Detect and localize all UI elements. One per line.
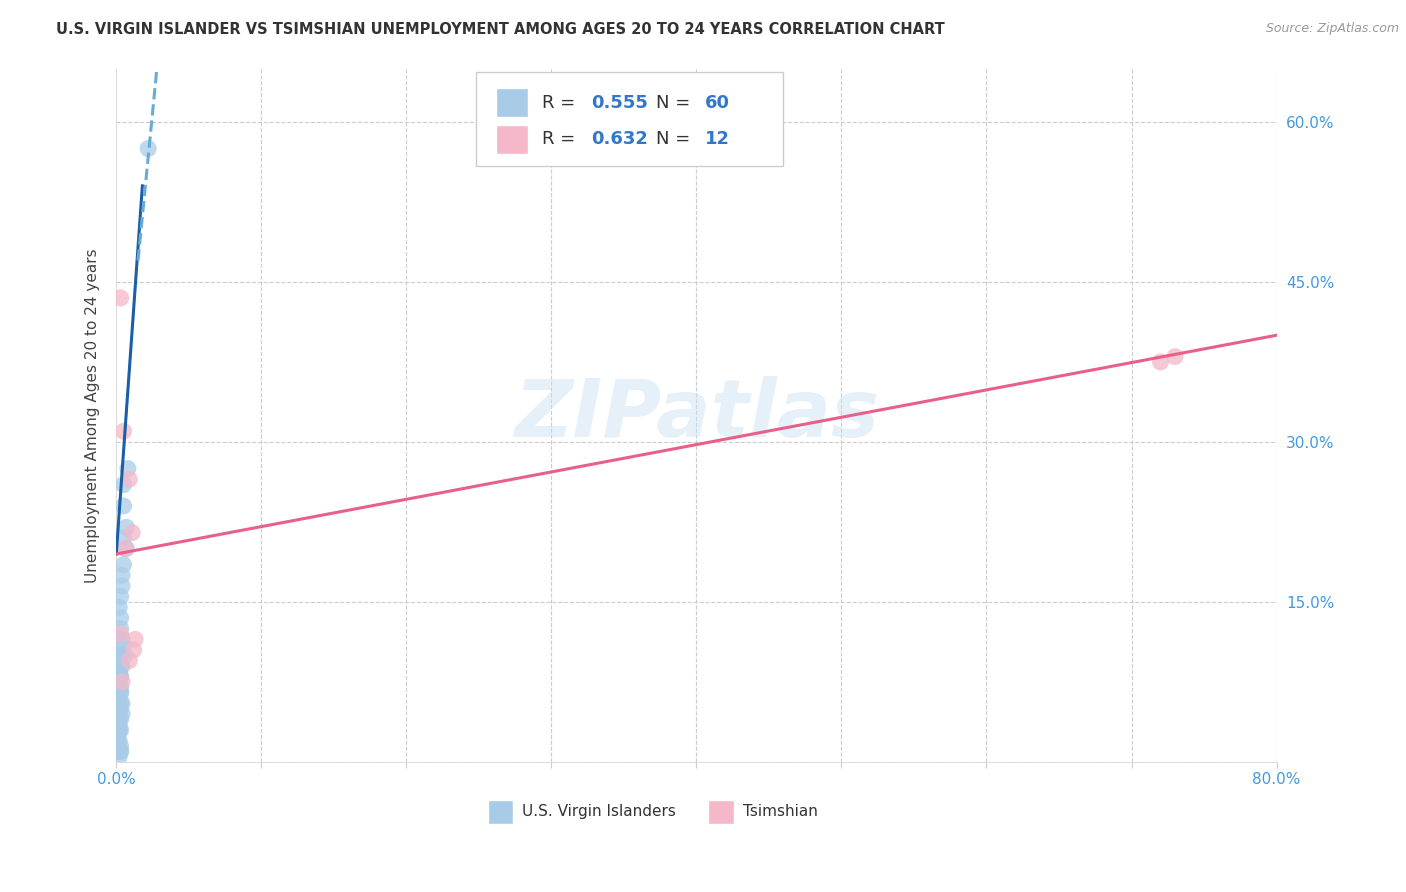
Point: [112, 477, 135, 491]
Point: [111, 568, 134, 582]
Point: [124, 632, 146, 647]
Point: [107, 712, 129, 726]
Point: [110, 696, 132, 710]
Point: [107, 691, 129, 706]
Point: [121, 525, 143, 540]
Point: [110, 670, 132, 684]
Point: [118, 472, 141, 486]
Point: [110, 659, 132, 673]
Point: [107, 744, 129, 758]
Point: [111, 706, 134, 721]
Point: [111, 659, 134, 673]
Point: [110, 291, 132, 305]
Point: [110, 648, 132, 663]
Text: ZIPatlas: ZIPatlas: [515, 376, 879, 454]
Point: [118, 654, 141, 668]
Point: [115, 541, 138, 556]
Point: [107, 659, 129, 673]
Point: [110, 590, 132, 604]
Text: 0.555: 0.555: [591, 94, 648, 112]
Point: [117, 461, 139, 475]
Point: [108, 691, 131, 706]
Point: [108, 681, 131, 695]
Point: [111, 579, 134, 593]
Point: [108, 712, 131, 726]
Point: [115, 520, 138, 534]
Point: [108, 600, 131, 615]
Text: U.S. VIRGIN ISLANDER VS TSIMSHIAN UNEMPLOYMENT AMONG AGES 20 TO 24 YEARS CORRELA: U.S. VIRGIN ISLANDER VS TSIMSHIAN UNEMPL…: [56, 22, 945, 37]
Point: [110, 611, 132, 625]
Point: [112, 558, 135, 572]
Point: [110, 744, 132, 758]
Point: [111, 632, 134, 647]
Text: N =: N =: [655, 130, 696, 148]
Point: [111, 696, 134, 710]
Text: 0.632: 0.632: [591, 130, 648, 148]
Point: [108, 648, 131, 663]
Text: 60: 60: [704, 94, 730, 112]
Point: [110, 712, 132, 726]
Point: [107, 659, 129, 673]
Point: [107, 717, 129, 731]
Text: Source: ZipAtlas.com: Source: ZipAtlas.com: [1265, 22, 1399, 36]
Text: R =: R =: [543, 94, 581, 112]
Point: [111, 675, 134, 690]
Point: [107, 733, 129, 747]
Point: [114, 648, 136, 663]
Text: N =: N =: [655, 94, 696, 112]
Point: [108, 681, 131, 695]
Y-axis label: Unemployment Among Ages 20 to 24 years: Unemployment Among Ages 20 to 24 years: [86, 248, 100, 582]
Point: [108, 701, 131, 715]
Point: [110, 701, 132, 715]
Point: [107, 675, 129, 690]
Point: [110, 681, 132, 695]
Point: [108, 648, 131, 663]
Text: R =: R =: [543, 130, 581, 148]
Point: [110, 627, 132, 641]
Bar: [488, 800, 513, 824]
Point: [108, 749, 131, 764]
Point: [110, 723, 132, 737]
FancyBboxPatch shape: [477, 72, 783, 166]
Point: [108, 723, 131, 737]
Text: Tsimshian: Tsimshian: [742, 805, 818, 820]
Point: [110, 686, 132, 700]
Point: [110, 670, 132, 684]
Bar: [709, 800, 734, 824]
Point: [107, 733, 129, 747]
Point: [108, 706, 131, 721]
Point: [110, 744, 132, 758]
Point: [112, 638, 135, 652]
Point: [1164, 350, 1187, 364]
Text: 12: 12: [704, 130, 730, 148]
Bar: [496, 125, 529, 153]
Point: [108, 717, 131, 731]
Point: [114, 541, 136, 556]
Bar: [496, 88, 529, 117]
Point: [110, 686, 132, 700]
Point: [1149, 355, 1171, 369]
Point: [107, 728, 129, 742]
Text: U.S. Virgin Islanders: U.S. Virgin Islanders: [523, 805, 676, 820]
Point: [108, 665, 131, 679]
Point: [107, 701, 129, 715]
Point: [108, 723, 131, 737]
Point: [112, 424, 135, 438]
Point: [112, 531, 135, 545]
Point: [110, 739, 132, 753]
Point: [110, 622, 132, 636]
Point: [136, 142, 159, 156]
Point: [108, 733, 131, 747]
Point: [112, 499, 135, 513]
Point: [122, 643, 145, 657]
Point: [108, 670, 131, 684]
